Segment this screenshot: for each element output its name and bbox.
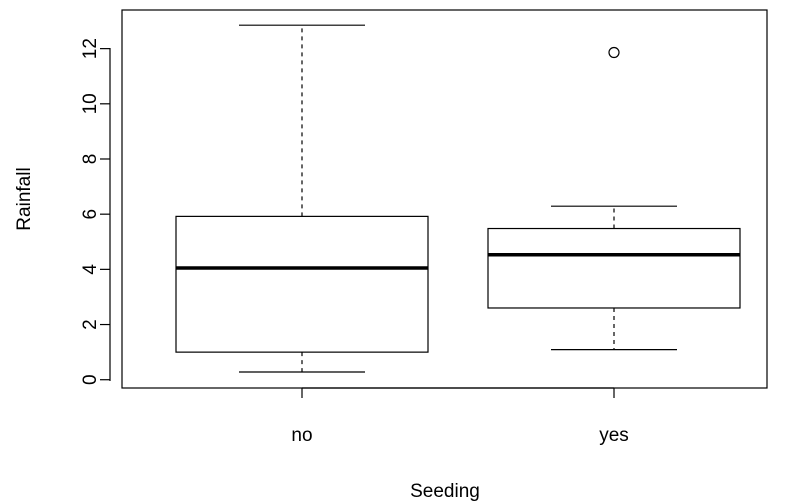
boxes	[175, 24, 741, 373]
iqr-box	[487, 227, 741, 309]
y-axis: 0 2 4 6 8 10 12	[80, 38, 111, 385]
x-tick-label: no	[291, 425, 312, 446]
y-tick-label: 6	[80, 209, 101, 220]
y-tick-label: 0	[80, 374, 101, 385]
x-axis: no yes	[291, 387, 629, 446]
y-tick-label: 4	[80, 264, 101, 275]
y-tick-label: 2	[80, 319, 101, 330]
y-tick-label: 10	[80, 93, 101, 114]
iqr-box	[175, 215, 429, 353]
y-tick-label: 8	[80, 154, 101, 165]
box-yes	[487, 46, 741, 351]
box-no	[175, 24, 429, 373]
x-tick-label: yes	[599, 425, 629, 446]
y-tick-label: 12	[80, 38, 101, 59]
outlier-point	[608, 46, 620, 59]
x-axis-title: Seeding	[410, 481, 480, 502]
y-axis-title: Rainfall	[14, 167, 35, 230]
